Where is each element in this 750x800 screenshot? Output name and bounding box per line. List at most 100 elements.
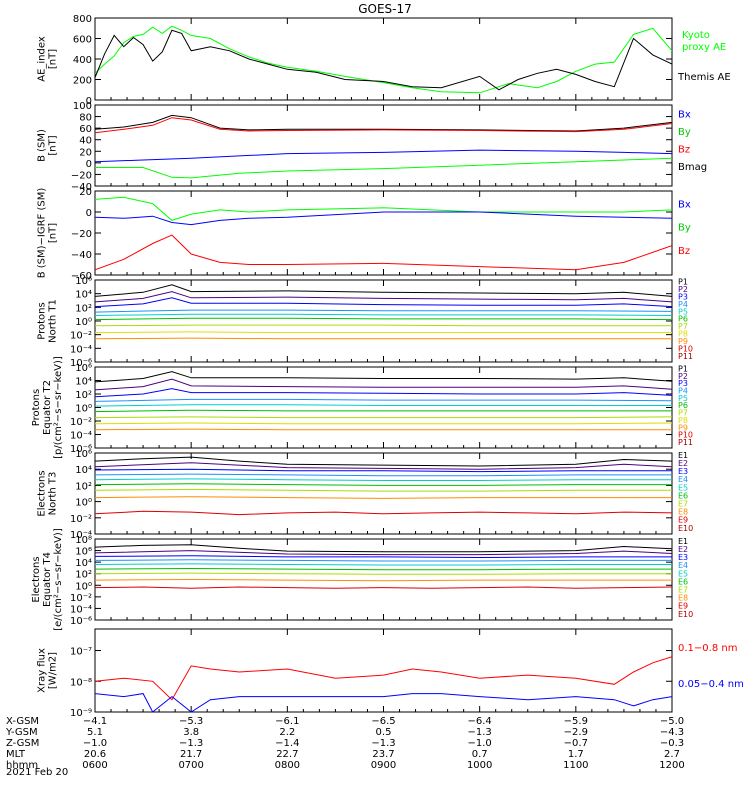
legend-entry: E5	[678, 569, 688, 578]
y-tick-label: 10⁰	[75, 317, 92, 328]
series-line-by	[95, 157, 672, 179]
y-tick-label: 10⁻⁴	[70, 344, 92, 355]
orbit-row-value: −4.3	[660, 727, 684, 738]
y-tick-label: 10⁻²	[70, 514, 92, 525]
y-tick-label: 600	[73, 35, 92, 46]
orbit-row-value: 3.8	[183, 727, 199, 738]
legend-entry: E4	[678, 475, 688, 484]
orbit-row-value: −0.7	[564, 738, 588, 749]
series-line-e6	[95, 567, 672, 571]
y-axis-label: Protons	[31, 389, 42, 426]
legend-entry: Bmag	[678, 162, 707, 173]
legend-entry: E3	[678, 553, 688, 562]
legend-entry: P9	[678, 337, 688, 346]
orbit-row-value: −1.0	[468, 738, 492, 749]
y-tick-label: 10²	[75, 303, 92, 314]
series-line-0-1-0-8-nm	[95, 656, 672, 701]
legend-entry: Bz	[678, 246, 690, 257]
orbit-row-value: 1100	[563, 760, 588, 771]
series-line-p1	[95, 371, 672, 383]
y-tick-label: 0	[86, 96, 92, 107]
legend-entry: P6	[678, 401, 688, 410]
series-line-p8	[95, 331, 672, 334]
series-line-p3	[95, 388, 672, 398]
y-axis-label: [e/(cm²−s−sr−keV)]	[53, 528, 64, 631]
legend-entry: P10	[678, 345, 693, 354]
series-line-e3	[95, 555, 672, 559]
series-line-p5	[95, 313, 672, 316]
y-tick-label: 10⁴	[75, 558, 92, 569]
legend-entry: Kyoto	[682, 30, 710, 41]
orbit-row-value: 22.7	[276, 749, 298, 760]
series-line-p4	[95, 309, 672, 313]
series-line-0-05-0-4-nm	[95, 693, 672, 712]
orbit-row-value: −5.3	[179, 716, 203, 727]
orbit-row-value: −1.0	[83, 738, 107, 749]
y-tick-label: 10⁻⁷	[70, 647, 92, 658]
y-tick-label: 10⁻⁴	[70, 431, 92, 442]
series-line-e2	[95, 462, 672, 470]
series-line-p6	[95, 317, 672, 321]
y-axis-label: North T3	[48, 472, 59, 516]
orbit-row-value: −1.3	[371, 738, 395, 749]
y-axis-label: Electrons	[37, 470, 48, 516]
legend-entry: P8	[678, 330, 688, 339]
orbit-row-value: −5.9	[564, 716, 588, 727]
series-line-e9	[95, 586, 672, 589]
y-tick-label: 10⁴	[75, 290, 92, 301]
orbit-row-value: −1.4	[275, 738, 299, 749]
y-tick-label: 200	[73, 76, 92, 87]
series-line-e5	[95, 563, 672, 566]
legend-entry: P11	[678, 438, 693, 447]
date-label: 2021 Feb 20	[6, 767, 68, 778]
legend-entry: E8	[678, 594, 688, 603]
series-line-e4	[95, 473, 672, 477]
series-line-e4	[95, 559, 672, 562]
y-tick-label: 10⁻²	[70, 593, 92, 604]
legend-entry: E8	[678, 508, 688, 517]
y-tick-label: 10⁻⁴	[70, 604, 92, 615]
series-line-p6	[95, 409, 672, 413]
orbit-row-value: 0600	[82, 760, 107, 771]
y-tick-label: 10²	[75, 390, 92, 401]
y-axis-label: [nT]	[48, 135, 59, 155]
y-tick-label: 10⁻⁶	[70, 616, 92, 627]
y-tick-label: 10⁶	[75, 363, 92, 374]
orbit-row-value: 0900	[371, 760, 396, 771]
orbit-row-value: −2.9	[564, 727, 588, 738]
legend-entry: Bx	[678, 109, 691, 120]
series-line-e3	[95, 468, 672, 473]
legend-entry: Themis AE	[677, 72, 731, 83]
orbit-row-value: −4.1	[83, 716, 107, 727]
series-line-p2	[95, 378, 672, 391]
panel-frame	[94, 628, 673, 713]
orbit-row-value: 0700	[178, 760, 203, 771]
series-line-p5	[95, 404, 672, 407]
legend-entry: P9	[678, 423, 688, 432]
y-tick-label: 10⁴	[75, 377, 92, 388]
y-tick-label: 10⁻⁸	[70, 677, 92, 688]
y-tick-label: 0	[86, 159, 92, 170]
legend-entry: E9	[678, 516, 688, 525]
series-line-bx	[95, 211, 672, 226]
legend-entry: Bx	[678, 199, 691, 210]
y-tick-label: 10⁻²	[70, 331, 92, 342]
legend-entry: P3	[678, 292, 688, 301]
legend-entry: P3	[678, 379, 688, 388]
y-tick-label: 10⁰	[75, 498, 92, 509]
y-tick-label: −60	[71, 271, 92, 282]
legend-entry: P10	[678, 431, 693, 440]
legend-entry: P8	[678, 416, 688, 425]
orbit-row-value: −6.5	[371, 716, 395, 727]
legend-entry: P4	[678, 387, 688, 396]
legend-entry: E2	[678, 545, 688, 554]
legend: Bx By Bz	[678, 199, 691, 257]
series-line-bz	[95, 117, 672, 134]
orbit-row-value: 21.7	[180, 749, 202, 760]
